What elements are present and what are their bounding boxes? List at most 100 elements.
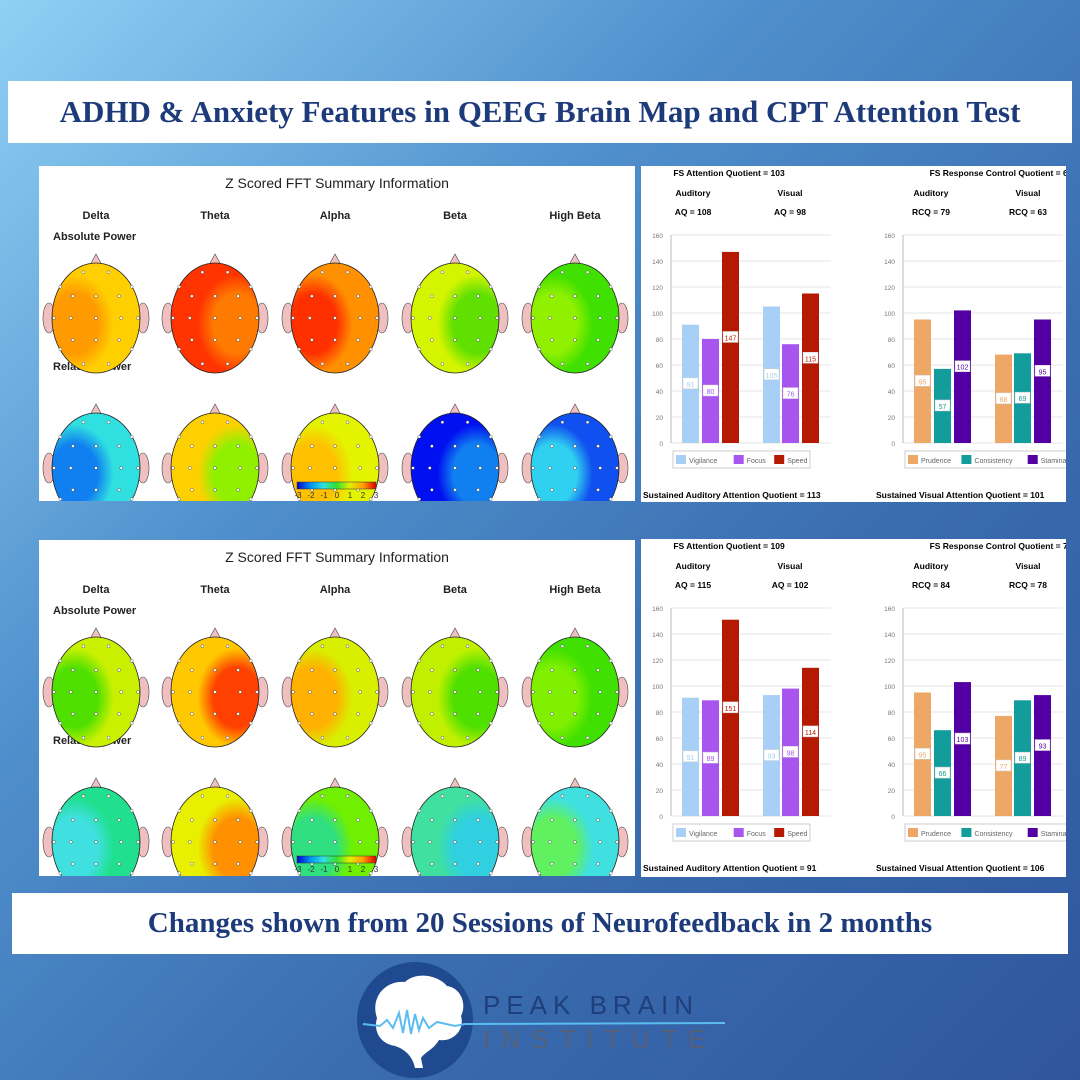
- electrode: [573, 444, 577, 448]
- electrode: [531, 466, 535, 470]
- electrode: [308, 316, 312, 320]
- electrode: [297, 659, 301, 663]
- electrode: [453, 316, 457, 320]
- electrode: [550, 818, 554, 822]
- electrode: [52, 466, 56, 470]
- electrode: [171, 466, 175, 470]
- colorbar-tick: 1: [348, 865, 353, 874]
- y-tick: 40: [656, 762, 664, 769]
- electrode: [417, 659, 421, 663]
- electrode: [609, 809, 613, 813]
- electrode: [129, 659, 134, 663]
- electrode: [69, 690, 73, 694]
- bar-stamina: [1034, 695, 1051, 816]
- electrode: [291, 466, 295, 470]
- data-label: 151: [725, 706, 737, 713]
- colorbar-tick: -3: [294, 491, 302, 500]
- electrode: [177, 285, 182, 289]
- electrode: [489, 721, 493, 725]
- electrode: [476, 294, 480, 298]
- y-tick: 60: [656, 736, 664, 743]
- electrode: [489, 285, 493, 289]
- electrode: [417, 347, 421, 351]
- y-tick: 60: [888, 363, 896, 370]
- band-label: Delta: [83, 210, 111, 222]
- electrode: [200, 420, 205, 424]
- y-tick: 160: [652, 606, 663, 613]
- electrode: [585, 362, 590, 366]
- electrode: [573, 488, 577, 492]
- electrode: [345, 736, 350, 740]
- data-label-box: [802, 725, 819, 738]
- electrode: [106, 736, 111, 740]
- electrode: [495, 690, 499, 694]
- electrode: [417, 871, 421, 875]
- electrode: [453, 818, 457, 822]
- electrode: [489, 809, 493, 813]
- legend-label: Stamina: [1041, 458, 1066, 465]
- data-label: 95: [1039, 369, 1047, 376]
- electrode: [440, 736, 445, 740]
- electrode: [238, 690, 242, 694]
- legend-swatch: [961, 455, 972, 464]
- electrode: [478, 690, 482, 694]
- electrode: [495, 466, 499, 470]
- electrode: [411, 840, 415, 844]
- y-tick: 20: [888, 415, 896, 422]
- group-label: Auditory: [676, 561, 711, 571]
- legend-label: Focus: [747, 831, 767, 838]
- electrode: [225, 270, 230, 274]
- colorbar-tick: -1: [320, 491, 328, 500]
- electrode: [255, 466, 259, 470]
- colorbar-tick: -2: [307, 491, 315, 500]
- electrode: [333, 840, 337, 844]
- legend-label: Consistency: [974, 458, 1013, 465]
- electrode: [106, 270, 111, 274]
- data-label: 147: [725, 335, 737, 342]
- electrode: [531, 690, 535, 694]
- electrode: [94, 338, 98, 342]
- electrode: [531, 840, 535, 844]
- electrode: [213, 466, 217, 470]
- legend-label: Prudence: [921, 458, 951, 465]
- electrode: [609, 497, 613, 501]
- electrode: [248, 347, 253, 351]
- electrode: [297, 721, 301, 725]
- electrode: [537, 497, 541, 501]
- electrode: [548, 466, 552, 470]
- data-label-box: [1014, 391, 1031, 404]
- electrode: [238, 840, 242, 844]
- electrode: [236, 294, 240, 298]
- electrode: [71, 338, 75, 342]
- electrode: [188, 316, 192, 320]
- electrode: [345, 794, 350, 798]
- electrode: [190, 444, 194, 448]
- electrode: [213, 488, 217, 492]
- electrode: [236, 862, 240, 866]
- electrode: [369, 809, 373, 813]
- legend-swatch: [774, 455, 785, 464]
- electrode: [297, 871, 301, 875]
- electrode: [345, 420, 350, 424]
- electrode: [236, 712, 240, 716]
- electrode: [58, 659, 62, 663]
- electrode: [560, 420, 565, 424]
- data-label-box: [722, 701, 739, 714]
- y-tick: 100: [884, 311, 895, 318]
- electrode: [585, 420, 590, 424]
- electrode: [453, 690, 457, 694]
- electrode: [417, 809, 421, 813]
- electrode: [465, 270, 470, 274]
- y-tick: 120: [884, 285, 895, 292]
- group-label: Auditory: [914, 561, 949, 571]
- electrode: [58, 435, 62, 439]
- electrode: [94, 712, 98, 716]
- electrode: [585, 794, 590, 798]
- band-label: High Beta: [549, 210, 601, 222]
- data-label: 105: [766, 373, 778, 380]
- electrode: [200, 644, 205, 648]
- quotient-header: FS Attention Quotient = 103: [673, 168, 785, 178]
- electrode: [375, 316, 379, 320]
- electrode: [119, 690, 123, 694]
- electrode: [297, 809, 301, 813]
